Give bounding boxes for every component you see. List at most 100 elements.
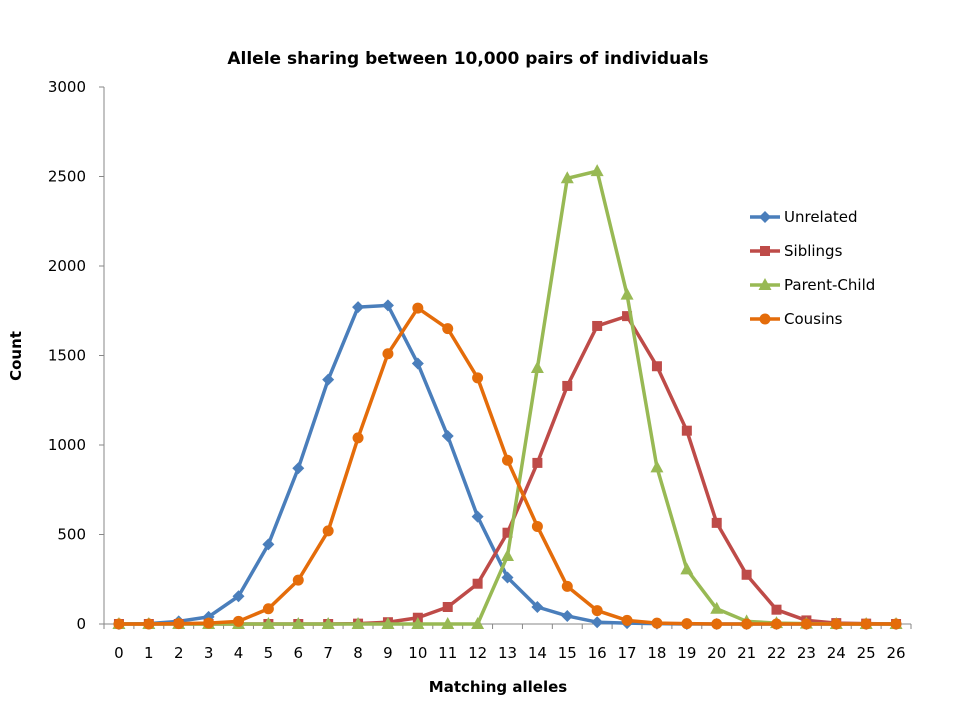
x-tick-label: 20 xyxy=(707,644,726,662)
data-point xyxy=(411,357,424,370)
x-tick-label: 21 xyxy=(737,644,756,662)
data-point xyxy=(531,520,543,532)
data-point xyxy=(800,618,812,630)
data-point xyxy=(351,617,365,629)
data-point xyxy=(471,510,484,523)
data-point xyxy=(113,618,125,630)
data-point xyxy=(233,615,244,627)
data-point xyxy=(442,323,454,335)
x-tick-label: 7 xyxy=(323,644,333,662)
data-point xyxy=(262,603,274,615)
x-tick-label: 1 xyxy=(144,644,154,662)
data-point xyxy=(441,617,455,629)
data-point xyxy=(710,601,724,614)
data-point xyxy=(759,313,771,325)
data-point xyxy=(381,617,395,629)
data-point xyxy=(590,164,604,177)
x-tick-label: 26 xyxy=(887,644,906,662)
x-tick-label: 24 xyxy=(827,644,846,662)
data-point xyxy=(620,287,634,300)
data-point xyxy=(760,246,770,256)
data-point xyxy=(681,618,693,630)
data-point xyxy=(681,425,692,436)
data-point xyxy=(412,302,424,314)
data-point xyxy=(591,616,604,629)
data-point xyxy=(890,618,902,630)
data-point xyxy=(771,618,782,630)
x-tick-label: 12 xyxy=(468,644,487,662)
y-tick-label: 3000 xyxy=(48,78,86,96)
data-point xyxy=(291,617,305,629)
data-point xyxy=(561,580,573,592)
legend: Unrelated Siblings Parent-Child Cousins xyxy=(750,208,875,328)
data-point xyxy=(830,618,842,630)
data-point xyxy=(771,604,782,615)
y-tick-label: 2500 xyxy=(48,168,86,186)
data-point xyxy=(381,299,394,312)
x-tick-label: 17 xyxy=(618,644,637,662)
y-tick-label: 1000 xyxy=(48,436,86,454)
data-point xyxy=(711,618,723,630)
series-cousins xyxy=(113,302,902,630)
legend-label: Parent-Child xyxy=(784,276,875,294)
x-tick-label: 16 xyxy=(588,644,607,662)
x-tick-label: 0 xyxy=(114,644,124,662)
data-point xyxy=(532,457,543,468)
x-tick-label: 3 xyxy=(204,644,214,662)
data-point xyxy=(173,618,185,630)
data-point xyxy=(471,617,485,629)
y-tick-label: 2000 xyxy=(48,257,86,275)
data-point xyxy=(322,373,335,386)
legend-label: Siblings xyxy=(784,242,843,260)
legend-label: Unrelated xyxy=(784,208,858,226)
legend-item: Unrelated xyxy=(750,208,858,226)
legend-item: Siblings xyxy=(750,242,843,260)
data-point xyxy=(292,462,305,475)
x-tick-label: 9 xyxy=(383,644,393,662)
legend-label: Cousins xyxy=(784,310,843,328)
data-point xyxy=(561,609,574,622)
data-point xyxy=(622,311,633,322)
data-point xyxy=(352,432,364,444)
x-tick-label: 22 xyxy=(767,644,786,662)
data-point xyxy=(382,348,394,360)
x-tick-label: 10 xyxy=(408,644,427,662)
data-point xyxy=(502,527,513,538)
x-tick-label: 15 xyxy=(558,644,577,662)
data-point xyxy=(651,617,663,629)
legend-item: Cousins xyxy=(750,310,843,328)
data-point xyxy=(442,601,453,612)
data-point xyxy=(759,211,771,223)
x-tick-label: 5 xyxy=(264,644,274,662)
data-point xyxy=(352,301,365,314)
x-tick-label: 6 xyxy=(294,644,304,662)
x-tick-label: 4 xyxy=(234,644,244,662)
x-tick-label: 2 xyxy=(174,644,184,662)
data-point xyxy=(711,517,722,528)
x-tick-label: 23 xyxy=(797,644,816,662)
x-axis-title: Matching alleles xyxy=(429,678,567,696)
data-point xyxy=(262,538,275,551)
x-tick-label: 13 xyxy=(498,644,517,662)
chart-title: Allele sharing between 10,000 pairs of i… xyxy=(227,49,708,69)
data-point xyxy=(758,278,772,290)
data-point xyxy=(741,618,753,630)
data-point xyxy=(472,372,484,384)
data-point xyxy=(292,574,304,586)
data-point xyxy=(501,571,514,584)
data-point xyxy=(472,578,483,589)
data-point xyxy=(741,569,752,580)
y-tick-label: 1500 xyxy=(48,347,86,365)
data-point xyxy=(321,617,335,629)
data-point xyxy=(143,618,155,630)
data-point xyxy=(560,171,574,184)
data-point xyxy=(441,430,454,443)
legend-item: Parent-Child xyxy=(750,276,875,294)
data-point xyxy=(232,590,245,603)
x-tick-label: 25 xyxy=(857,644,876,662)
data-point xyxy=(502,454,513,466)
data-point xyxy=(562,380,573,391)
